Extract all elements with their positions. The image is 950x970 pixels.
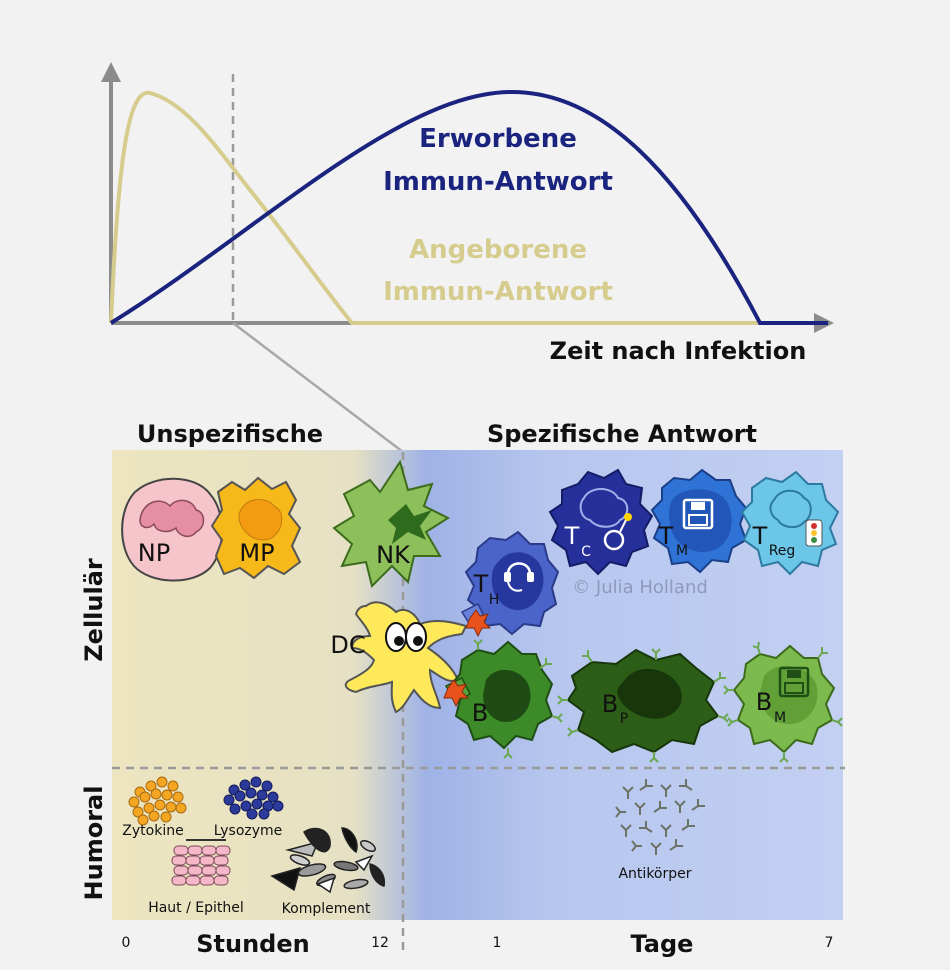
headset-icon	[506, 562, 532, 575]
dc-pupil-right	[413, 636, 423, 646]
cell-bp: B P	[566, 648, 720, 754]
bomb-icon	[603, 529, 625, 551]
th-nucleus	[491, 552, 544, 611]
th-label: T	[473, 570, 489, 598]
bp-label-sub: P	[620, 711, 628, 727]
floppy-label	[688, 514, 708, 526]
tick-7: 7	[825, 935, 834, 951]
antigen-b	[443, 679, 470, 708]
th-label-sub: H	[489, 592, 500, 608]
headset-mic	[507, 581, 523, 592]
complement-proteins	[270, 827, 386, 894]
bomb-fuse	[619, 519, 627, 533]
x-axis-label: Zeit nach Infektion	[550, 337, 807, 365]
epithelium-tissue	[171, 839, 231, 886]
nk-cell-body	[332, 459, 451, 588]
label-days: Tage	[631, 930, 694, 958]
treg-label-sub: Reg	[769, 543, 796, 559]
floppy-disk-icon-b	[778, 666, 810, 698]
y-axis-arrow	[101, 62, 121, 82]
cell-bm: B M	[732, 644, 836, 754]
lysozyme-label: Lysozyme	[214, 823, 283, 839]
response-graph: Erworbene Immun-Antwort Angeborene Immun…	[101, 62, 834, 453]
zytokine-cluster	[128, 776, 187, 826]
treg-nucleus	[769, 489, 812, 528]
mp-label: MP	[239, 539, 274, 567]
tm-label: T	[658, 522, 674, 550]
adaptive-label-line2: Immun-Antwort	[383, 167, 613, 197]
innate-response-curve	[109, 90, 760, 325]
tm-label-sub: M	[676, 543, 688, 559]
bm-label-sub: M	[774, 710, 786, 726]
headset-earcup-right	[527, 572, 534, 582]
floppy-disk-icon	[682, 498, 714, 530]
cell-tc: T C	[548, 468, 654, 576]
zytokine-label: Zytokine	[122, 823, 183, 839]
bp-label: B	[602, 690, 618, 718]
innate-label-line1: Angeborene	[409, 235, 587, 265]
headset-earcup-left	[504, 572, 511, 582]
header-specific: Spezifische Antwort	[487, 420, 757, 448]
tick-1: 1	[493, 935, 502, 951]
watermark: © Julia Holland	[572, 577, 708, 598]
macrophage-nucleus	[238, 499, 283, 541]
dc-body	[344, 601, 468, 714]
b-surface-antibodies	[473, 639, 843, 763]
b-label: B	[472, 699, 488, 727]
bm-label: B	[756, 688, 772, 716]
cell-treg: T Reg	[740, 470, 840, 576]
cell-np: NP	[121, 477, 223, 582]
antigen-th	[465, 609, 492, 638]
adaptive-label-line1: Erworbene	[419, 124, 577, 154]
label-hours: Stunden	[196, 930, 309, 958]
cell-th: T H	[460, 530, 560, 638]
cell-nk: NK	[332, 459, 451, 588]
treg-label: T	[752, 522, 768, 550]
bomb-spark	[624, 513, 632, 521]
row-label-cellular: Zellulär	[80, 558, 108, 662]
nk-label: NK	[376, 541, 411, 569]
adaptive-response-curve	[109, 89, 828, 325]
neutrophil-nucleus	[139, 499, 205, 538]
lysozyme-cluster	[223, 776, 284, 820]
cell-dc: DC	[330, 601, 468, 714]
tc-label-sub: C	[581, 544, 591, 560]
traffic-light-yellow	[811, 530, 817, 536]
cell-b: B	[443, 640, 554, 750]
header-unspecific: Unspezifische	[137, 420, 323, 448]
floppy-b-label	[784, 682, 804, 694]
dc-label: DC	[330, 631, 365, 659]
innate-label-line2: Immun-Antwort	[383, 277, 613, 307]
cell-tm: T M	[650, 468, 748, 574]
np-label: NP	[138, 539, 170, 567]
antibody-cluster	[615, 779, 705, 855]
komplement-label: Komplement	[282, 901, 371, 917]
tc-nucleus	[579, 488, 629, 528]
floppy-shutter	[691, 502, 705, 510]
tc-body	[548, 468, 654, 576]
b-cell-nucleus	[483, 669, 531, 722]
traffic-light-green	[811, 537, 817, 543]
zoom-connector	[232, 322, 404, 453]
tc-label: T	[564, 522, 580, 550]
floppy-b-shutter	[787, 670, 801, 678]
nk-granule	[388, 504, 432, 544]
epithel-label: Haut / Epithel	[148, 900, 244, 916]
dc-pupil-left	[394, 636, 404, 646]
row-label-humoral: Humoral	[80, 786, 108, 901]
treg-body	[740, 470, 840, 576]
tick-12: 12	[371, 935, 389, 951]
plasma-cell-nucleus	[617, 668, 682, 719]
tick-0: 0	[122, 935, 131, 951]
antikoerper-label: Antikörper	[618, 866, 691, 882]
cell-mp: MP	[210, 476, 302, 580]
traffic-light-red	[811, 523, 817, 529]
